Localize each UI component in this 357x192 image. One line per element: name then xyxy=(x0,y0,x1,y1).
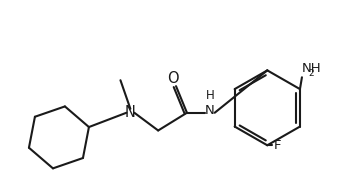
Text: F: F xyxy=(273,139,281,152)
Text: N: N xyxy=(125,105,136,120)
Text: NH: NH xyxy=(302,62,322,75)
Text: 2: 2 xyxy=(308,69,314,78)
Text: O: O xyxy=(167,71,179,86)
Text: N: N xyxy=(205,104,215,117)
Text: H: H xyxy=(205,89,214,102)
